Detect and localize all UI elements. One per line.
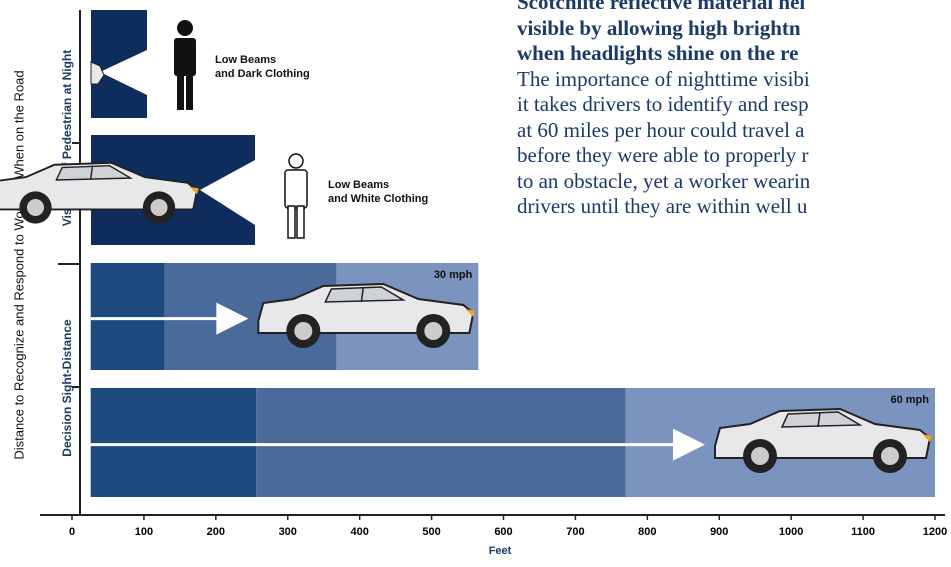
- text-line: visible by allowing high brightn: [517, 16, 951, 42]
- infographic: Distance to Recognize and Respond to Wor…: [0, 0, 951, 567]
- person-dark: [174, 20, 196, 110]
- x-tick-label: 1000: [779, 526, 803, 538]
- x-tick-label: 700: [566, 526, 584, 538]
- x-tick-label: 0: [69, 526, 75, 538]
- text-line: at 60 miles per hour could travel a: [517, 118, 951, 144]
- segment: [91, 263, 165, 370]
- speed-label: 30 mph: [434, 269, 473, 281]
- x-tick-label: 1200: [923, 526, 947, 538]
- x-tick-label: 900: [710, 526, 728, 538]
- caption: and Dark Clothing: [215, 68, 310, 80]
- text-line: The importance of nighttime visibi: [517, 67, 951, 93]
- x-tick-label: 800: [638, 526, 656, 538]
- x-tick-label: 500: [422, 526, 440, 538]
- x-tick-label: 100: [135, 526, 153, 538]
- x-tick-label: 300: [279, 526, 297, 538]
- text-line: drivers until they are within well u: [517, 194, 951, 220]
- text-line: it takes drivers to identify and resp: [517, 92, 951, 118]
- segment: [256, 388, 626, 497]
- text-line: to an obstacle, yet a worker wearin: [517, 169, 951, 195]
- x-tick-label: 400: [350, 526, 368, 538]
- speed-label: 60 mph: [890, 394, 929, 406]
- y-axis-title: Distance to Recognize and Respond to Wor…: [11, 70, 26, 459]
- person-white: [285, 154, 307, 238]
- segment: [91, 388, 256, 497]
- text-line: before they were able to properly r: [517, 143, 951, 169]
- caption: and White Clothing: [328, 193, 428, 205]
- caption: Low Beams: [215, 54, 276, 66]
- text-line: Scotchlite reflective material hel: [517, 0, 951, 16]
- x-tick-label: 600: [494, 526, 512, 538]
- x-axis-title: Feet: [489, 545, 512, 557]
- text-line: when headlights shine on the re: [517, 41, 951, 67]
- x-tick-label: 1100: [851, 526, 875, 538]
- x-tick-label: 200: [207, 526, 225, 538]
- caption: Low Beams: [328, 179, 389, 191]
